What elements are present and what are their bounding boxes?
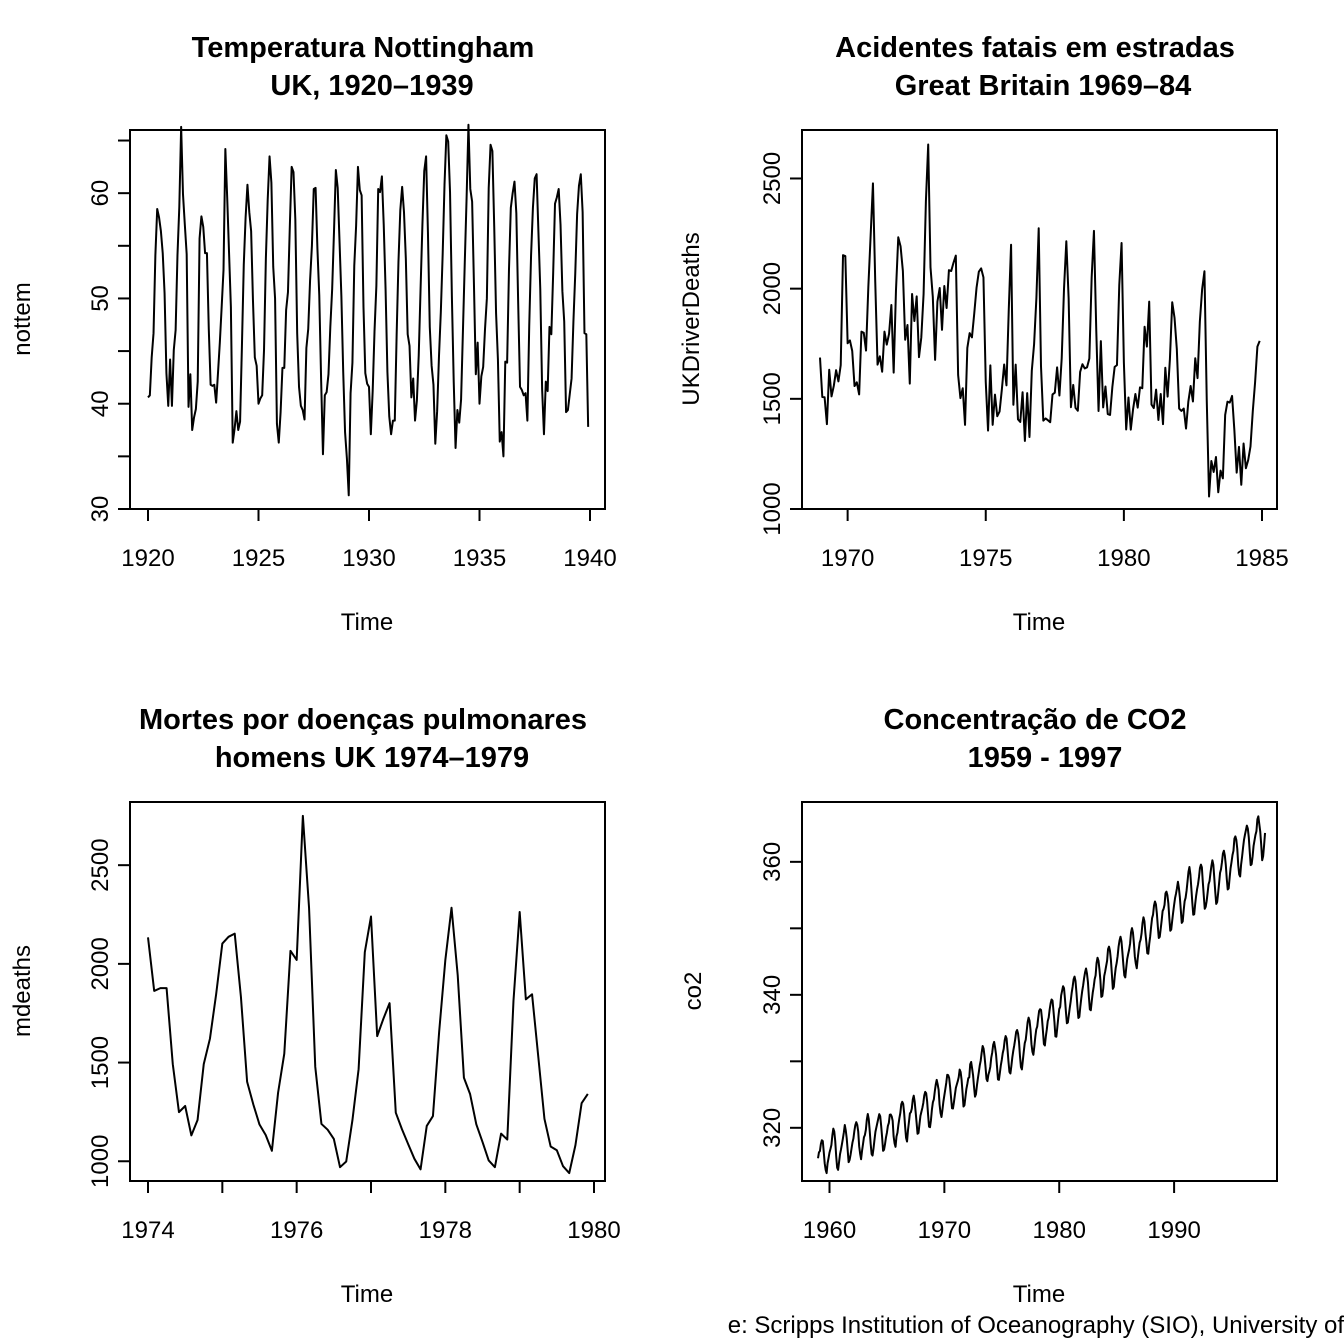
x-tick-label: 1920: [121, 545, 174, 572]
y-axis: 30 40 50 60: [87, 139, 131, 523]
chart-title-line-2: Great Britain 1969–84: [895, 70, 1192, 102]
panel-nottem: Temperatura Nottingham UK, 1920–1939 192…: [9, 32, 617, 636]
y-axis-label: mdeaths: [9, 945, 36, 1037]
y-axis: 1000 1500 2000 2500: [87, 838, 131, 1188]
x-tick-label: 1940: [563, 545, 616, 572]
y-axis-label: co2: [680, 972, 707, 1011]
x-tick-label: 1980: [1033, 1217, 1086, 1244]
x-axis: 1970 1975 1980 1985: [821, 508, 1289, 572]
y-tick-label: 2000: [87, 937, 114, 990]
x-tick-label: 1970: [918, 1217, 971, 1244]
chart-title-line-2: 1959 - 1997: [968, 742, 1123, 774]
y-tick-label: 320: [759, 1108, 786, 1148]
chart-title-line-2: homens UK 1974–1979: [215, 742, 529, 774]
y-tick-label: 30: [87, 496, 114, 523]
y-axis: 320 340 360: [759, 842, 803, 1148]
y-axis-label: UKDriverDeaths: [678, 232, 705, 405]
x-tick-label: 1974: [121, 1217, 174, 1244]
x-axis-label: Time: [1013, 1281, 1065, 1308]
x-axis-label: Time: [1013, 609, 1065, 636]
y-axis-label: nottem: [9, 282, 36, 355]
x-tick-label: 1978: [419, 1217, 472, 1244]
y-tick-label: 340: [759, 975, 786, 1015]
x-tick-label: 1980: [1097, 545, 1150, 572]
y-tick-label: 1500: [759, 372, 786, 425]
x-axis: 1960 1970 1980 1990: [803, 1180, 1201, 1244]
source-caption: e: Scripps Institution of Oceanography (…: [728, 1312, 1344, 1339]
series-line-mdeaths: [147, 814, 589, 1175]
y-tick-label: 360: [759, 842, 786, 882]
panel-co2: Concentração de CO2 1959 - 1997 1960 1970…: [680, 704, 1278, 1308]
y-tick-label: 2500: [759, 152, 786, 205]
y-tick-label: 1500: [87, 1036, 114, 1089]
panel-ukdriverdeaths: Acidentes fatais em estradas Great Brita…: [678, 32, 1289, 636]
x-tick-label: 1925: [232, 545, 285, 572]
x-axis-label: Time: [341, 609, 393, 636]
chart-title-line-1: Mortes por doenças pulmonares: [139, 704, 587, 736]
series-line-nottem: [147, 123, 590, 497]
x-tick-label: 1960: [803, 1217, 856, 1244]
x-tick-label: 1975: [959, 545, 1012, 572]
series-line-ukdriverdeaths: [819, 143, 1261, 498]
x-tick-label: 1980: [567, 1217, 620, 1244]
panel-mdeaths: Mortes por doenças pulmonares homens UK …: [9, 704, 621, 1308]
y-tick-label: 2000: [759, 262, 786, 315]
x-tick-label: 1990: [1147, 1217, 1200, 1244]
chart-title-line-1: Temperatura Nottingham: [192, 32, 535, 64]
y-tick-label: 2500: [87, 838, 114, 891]
x-axis: 1974 1976 1978 1980: [121, 1180, 621, 1244]
x-tick-label: 1976: [270, 1217, 323, 1244]
series-line-co2: [817, 815, 1267, 1175]
y-tick-label: 1000: [759, 482, 786, 535]
y-tick-label: 60: [87, 180, 114, 207]
chart-title-line-2: UK, 1920–1939: [270, 70, 473, 102]
y-axis: 1000 1500 2000 2500: [759, 152, 803, 536]
x-tick-label: 1985: [1235, 545, 1288, 572]
y-tick-label: 1000: [87, 1135, 114, 1188]
x-tick-label: 1930: [342, 545, 395, 572]
x-tick-label: 1970: [821, 545, 874, 572]
chart-title-line-1: Concentração de CO2: [884, 704, 1187, 736]
x-axis: 1920 1925 1930 1935 1940: [121, 508, 617, 572]
x-axis-label: Time: [341, 1281, 393, 1308]
y-tick-label: 40: [87, 390, 114, 417]
x-tick-label: 1935: [453, 545, 506, 572]
chart-title-line-1: Acidentes fatais em estradas: [835, 32, 1235, 64]
y-tick-label: 50: [87, 285, 114, 312]
